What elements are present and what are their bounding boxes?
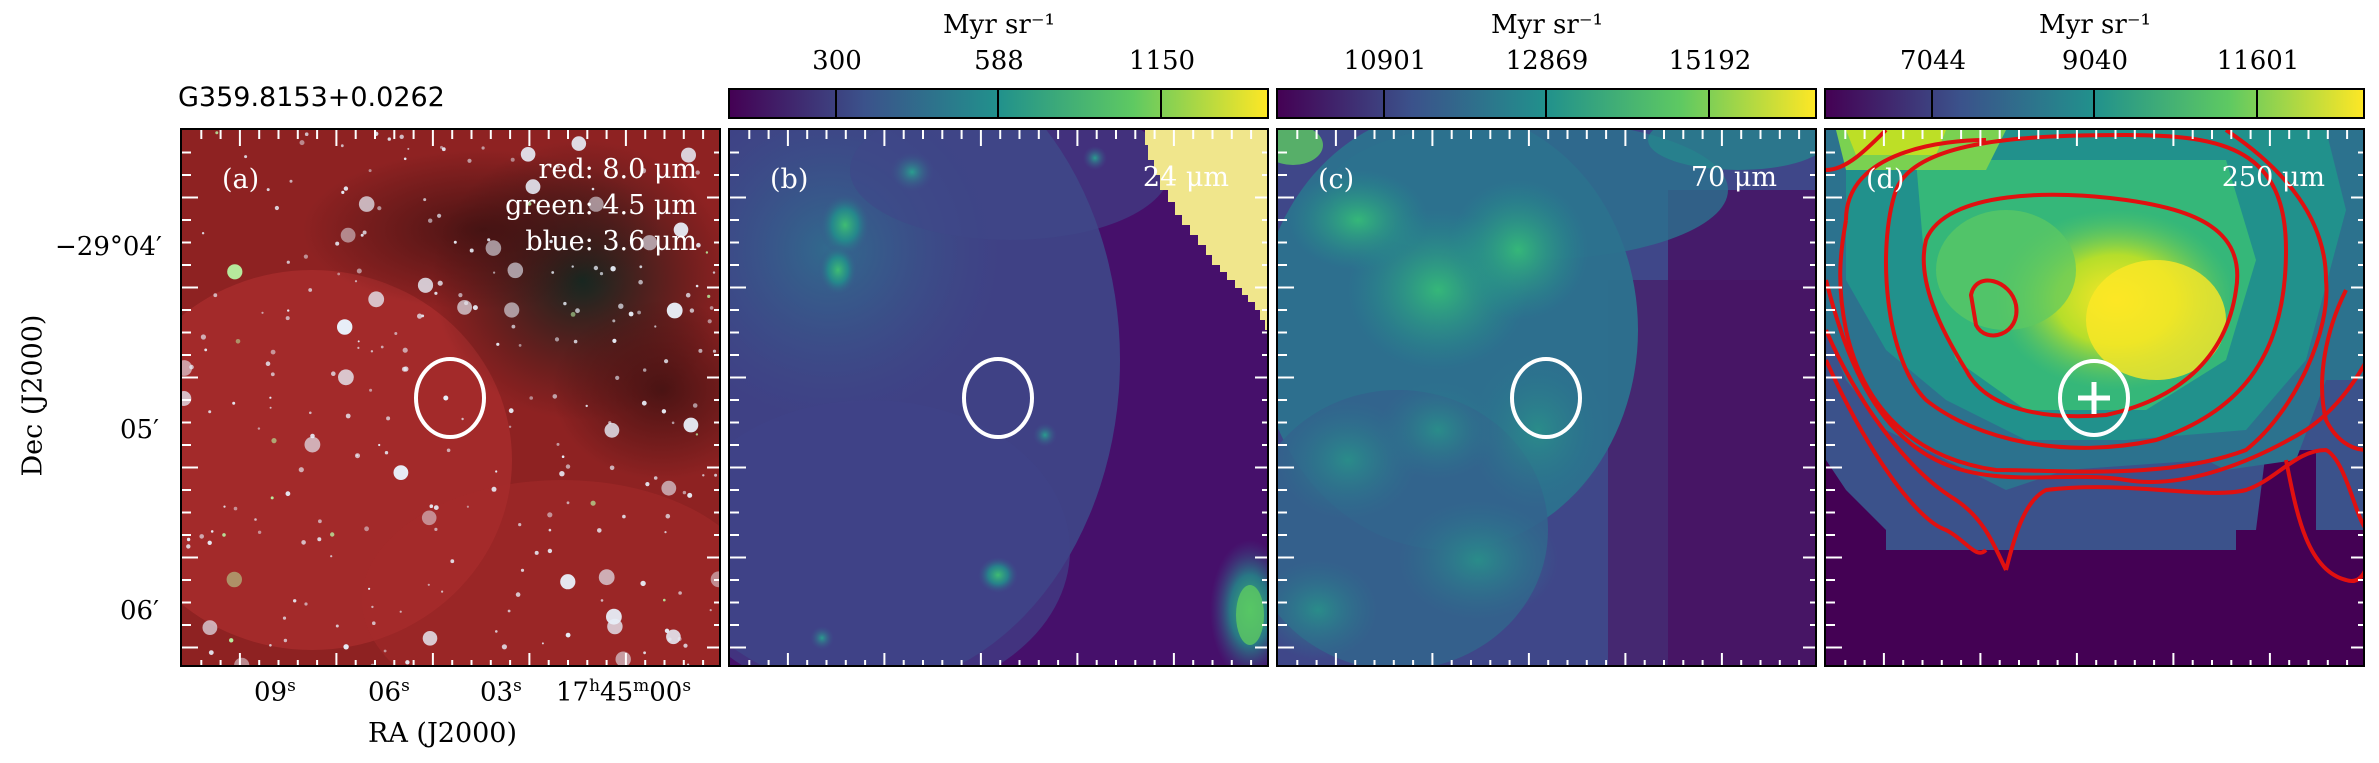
panel-c: (c) 70 μm — [1276, 128, 1817, 667]
panel-b: (b) 24 μm — [728, 128, 1269, 667]
colorbar-tick: 10901 — [1343, 46, 1427, 76]
colorbar-b — [728, 88, 1269, 119]
panel-c-image — [1278, 130, 1815, 665]
panel-label: (d) — [1866, 164, 1905, 195]
colorbar-c — [1276, 88, 1817, 119]
panel-d-image — [1826, 130, 2363, 665]
colorbar-tick: 11601 — [2216, 46, 2300, 76]
x-tick-label: 17h45m00s — [556, 676, 692, 708]
y-tick-label: 05′ — [120, 415, 159, 445]
colorbar-tick: 15192 — [1668, 46, 1752, 76]
colorbar-tick: 300 — [812, 46, 862, 76]
legend-red: red: 8.0 μm — [538, 154, 697, 185]
colorbar-tick: 7044 — [1899, 46, 1967, 76]
panel-d: (d) 250 μm — [1824, 128, 2365, 667]
colorbar-tick: 588 — [974, 46, 1024, 76]
y-tick-label: −29°04′ — [55, 232, 162, 262]
colorbar-tick: 12869 — [1505, 46, 1589, 76]
legend-blue: blue: 3.6 μm — [525, 226, 697, 257]
x-tick-label: 06s — [368, 676, 410, 708]
panel-a: (a) red: 8.0 μm green: 4.5 μm blue: 3.6 … — [180, 128, 721, 667]
colorbar-tick: 1150 — [1128, 46, 1196, 76]
panel-label: (c) — [1318, 164, 1355, 195]
source-name: G359.8153+0.0262 — [178, 82, 445, 113]
colorbar-tick: 9040 — [2061, 46, 2129, 76]
panel-label: (a) — [222, 164, 260, 195]
panel-b-image — [730, 130, 1267, 665]
colorbar-unit: Myr sr⁻¹ — [2039, 10, 2151, 40]
colorbar-unit: Myr sr⁻¹ — [943, 10, 1055, 40]
colorbar-d — [1824, 88, 2365, 119]
band-label: 250 μm — [2221, 162, 2325, 193]
y-tick-label: 06′ — [120, 596, 159, 626]
x-tick-label: 03s — [480, 676, 522, 708]
y-axis-label: Dec (J2000) — [17, 314, 49, 477]
x-axis-label: RA (J2000) — [368, 718, 518, 749]
colorbar-unit: Myr sr⁻¹ — [1491, 10, 1603, 40]
panel-label: (b) — [770, 164, 809, 195]
x-tick-label: 09s — [254, 676, 296, 708]
band-label: 70 μm — [1690, 162, 1777, 193]
band-label: 24 μm — [1142, 162, 1229, 193]
legend-green: green: 4.5 μm — [505, 190, 697, 221]
panel-a-image — [182, 130, 719, 665]
